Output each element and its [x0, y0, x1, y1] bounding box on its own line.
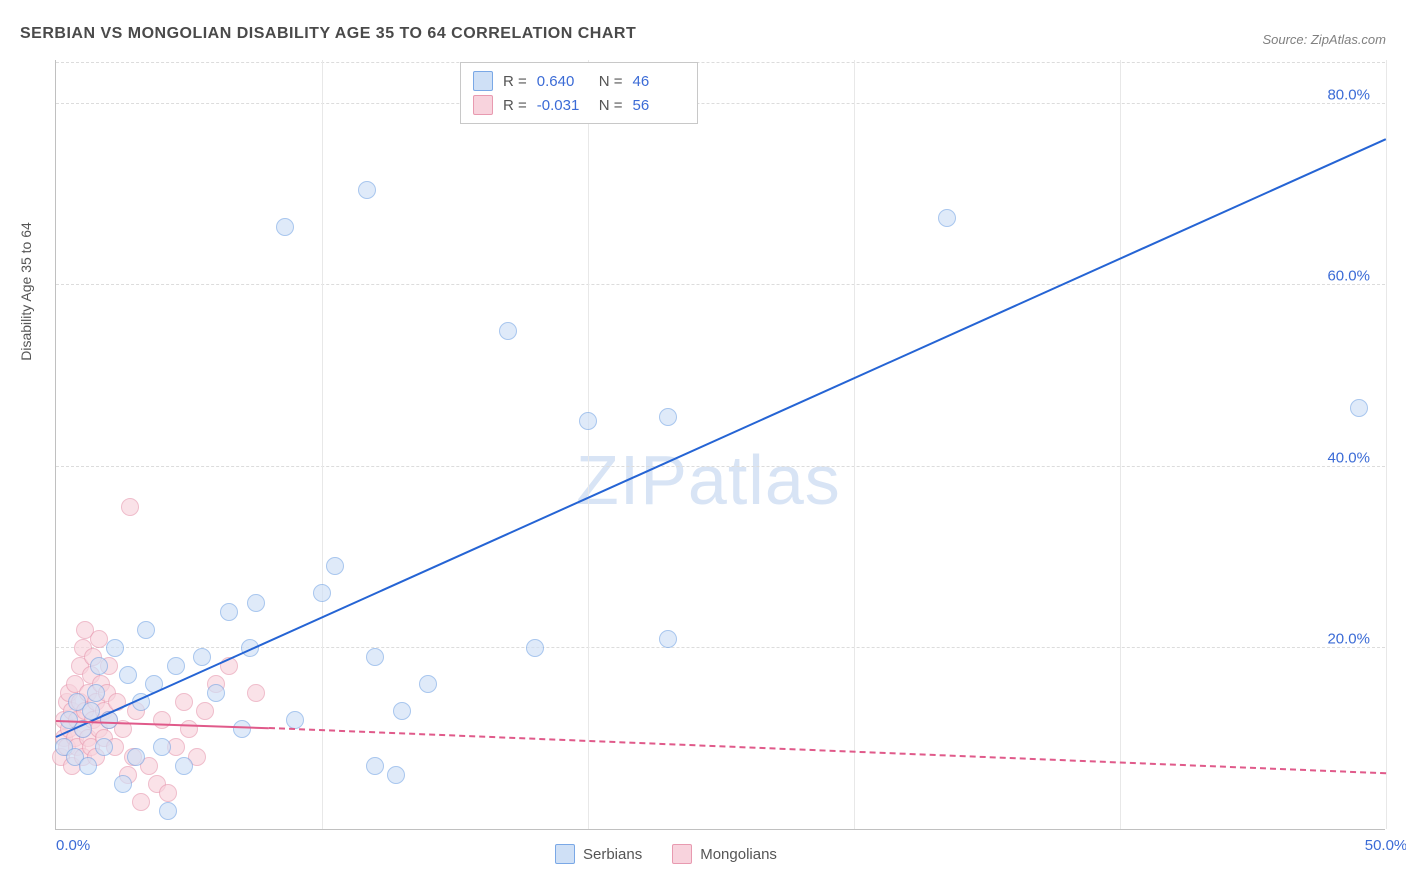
data-point-mongolian [153, 711, 171, 729]
data-point-serbian [938, 209, 956, 227]
source-name: ZipAtlas.com [1311, 32, 1386, 47]
legend-item-serbians: Serbians [555, 844, 642, 864]
data-point-serbian [358, 181, 376, 199]
data-point-serbian [366, 648, 384, 666]
data-point-mongolian [180, 720, 198, 738]
legend-label-mongolians: Mongolians [700, 846, 777, 863]
data-point-serbian [127, 748, 145, 766]
data-point-mongolian [159, 784, 177, 802]
swatch-mongolians [672, 844, 692, 864]
n-label: N = [599, 97, 623, 114]
data-point-serbian [659, 630, 677, 648]
data-point-serbian [207, 684, 225, 702]
trend-line [56, 139, 1387, 739]
x-tick-label: 0.0% [56, 837, 90, 854]
y-tick-label: 80.0% [1327, 87, 1370, 104]
data-point-serbian [326, 557, 344, 575]
data-point-serbian [659, 408, 677, 426]
data-point-serbian [159, 802, 177, 820]
data-point-serbian [247, 594, 265, 612]
scatter-chart: ZIPatlas 20.0%40.0%60.0%80.0%0.0%50.0% [55, 60, 1385, 830]
r-label: R = [503, 73, 527, 90]
legend-row-serbians: R = 0.640 N = 46 [473, 69, 685, 93]
trend-line-extrapolated [269, 727, 1386, 774]
y-tick-label: 40.0% [1327, 449, 1370, 466]
source-label: Source: [1262, 32, 1310, 47]
data-point-serbian [1350, 399, 1368, 417]
swatch-serbians [555, 844, 575, 864]
data-point-serbian [387, 766, 405, 784]
data-point-mongolian [175, 693, 193, 711]
data-point-serbian [313, 584, 331, 602]
source-attribution: Source: ZipAtlas.com [1262, 32, 1386, 47]
data-point-serbian [153, 738, 171, 756]
data-point-serbian [193, 648, 211, 666]
r-label: R = [503, 97, 527, 114]
series-legend: Serbians Mongolians [555, 844, 777, 864]
data-point-serbian [137, 621, 155, 639]
legend-item-mongolians: Mongolians [672, 844, 777, 864]
swatch-serbians [473, 71, 493, 91]
data-point-serbian [286, 711, 304, 729]
data-point-serbian [579, 412, 597, 430]
data-point-serbian [393, 702, 411, 720]
swatch-mongolians [473, 95, 493, 115]
data-point-serbian [87, 684, 105, 702]
legend-row-mongolians: R = -0.031 N = 56 [473, 93, 685, 117]
data-point-serbian [167, 657, 185, 675]
data-point-serbian [233, 720, 251, 738]
data-point-mongolian [247, 684, 265, 702]
x-tick-label: 50.0% [1365, 837, 1406, 854]
data-point-serbian [114, 775, 132, 793]
n-value-mongolians: 56 [633, 97, 685, 114]
y-tick-label: 60.0% [1327, 268, 1370, 285]
data-point-serbian [90, 657, 108, 675]
data-point-mongolian [121, 498, 139, 516]
data-point-serbian [499, 322, 517, 340]
r-value-mongolians: -0.031 [537, 97, 589, 114]
watermark-atlas: atlas [688, 441, 841, 519]
watermark-zip: ZIP [576, 441, 688, 519]
data-point-serbian [79, 757, 97, 775]
data-point-serbian [119, 666, 137, 684]
y-axis-label: Disability Age 35 to 64 [18, 222, 34, 361]
y-tick-label: 20.0% [1327, 630, 1370, 647]
r-value-serbians: 0.640 [537, 73, 589, 90]
data-point-serbian [220, 603, 238, 621]
n-value-serbians: 46 [633, 73, 685, 90]
watermark: ZIPatlas [576, 440, 841, 520]
legend-label-serbians: Serbians [583, 846, 642, 863]
chart-title: SERBIAN VS MONGOLIAN DISABILITY AGE 35 T… [20, 25, 636, 43]
data-point-mongolian [196, 702, 214, 720]
n-label: N = [599, 73, 623, 90]
correlation-legend: R = 0.640 N = 46 R = -0.031 N = 56 [460, 62, 698, 124]
data-point-serbian [419, 675, 437, 693]
data-point-mongolian [132, 793, 150, 811]
data-point-serbian [366, 757, 384, 775]
data-point-serbian [95, 738, 113, 756]
data-point-serbian [276, 218, 294, 236]
data-point-serbian [175, 757, 193, 775]
data-point-serbian [526, 639, 544, 657]
data-point-serbian [106, 639, 124, 657]
